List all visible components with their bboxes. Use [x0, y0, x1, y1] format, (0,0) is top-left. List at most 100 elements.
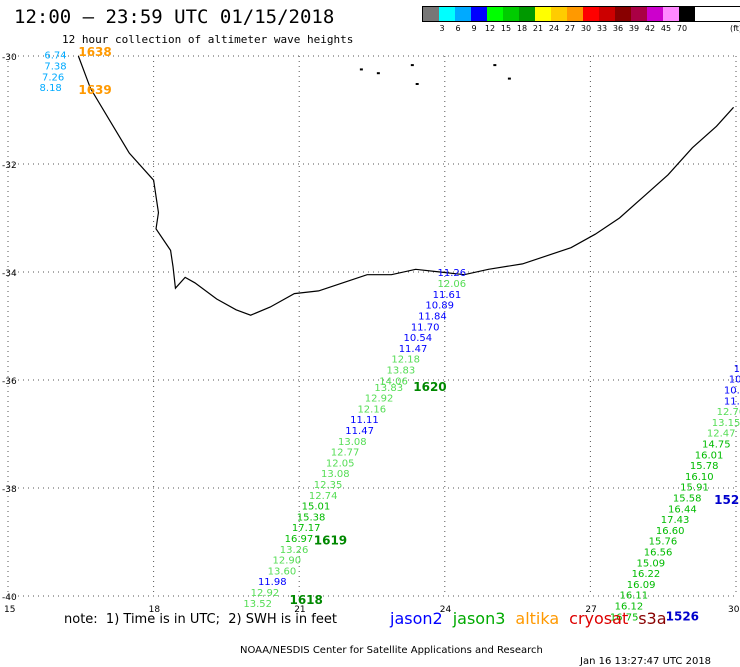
pass-time-label: 1638	[78, 45, 111, 59]
latitude-label: -36	[2, 377, 17, 387]
legend-label: 45	[660, 24, 672, 33]
wave-height-value: 16.44	[668, 504, 697, 515]
wave-height-value: 13.52	[243, 599, 272, 610]
legend-label: 30	[580, 24, 592, 33]
wave-height-value: 11.11	[350, 415, 379, 426]
wave-height-value: 10.	[734, 364, 740, 375]
wave-height-value: 12.05	[326, 458, 355, 469]
footer: NOAA/NESDIS Center for Satellite Applica…	[0, 634, 740, 667]
pass-time-labels: 1638 1639 1620 1619 1618 1527 1526	[78, 45, 740, 623]
wave-height-value: 13.15	[712, 418, 740, 429]
inland-water-mark	[493, 64, 497, 67]
wave-height-value: 12.06	[438, 279, 467, 290]
longitude-label: 30	[728, 605, 740, 615]
wave-height-value: 15.38	[297, 512, 326, 523]
credit-text: NOAA/NESDIS Center for Satellite Applica…	[240, 645, 543, 656]
latitude-label: -40	[2, 593, 17, 603]
wave-height-value: 12.18	[391, 355, 420, 366]
satellite-jason2-label: jason2	[390, 609, 443, 628]
wave-height-value: 15.01	[302, 502, 331, 513]
chart-subtitle: 12 hour collection of altimeter wave hei…	[62, 33, 354, 46]
legend-label: 6	[455, 24, 461, 33]
wave-height-value: 13.60	[268, 566, 297, 577]
wave-height-value: 15.09	[637, 558, 666, 569]
wave-height-value: 12.92	[251, 588, 280, 599]
legend-label: 18	[516, 24, 528, 33]
satellite-cryosat-label: cryosat	[569, 609, 629, 628]
pass-time-label: 1619	[314, 534, 347, 548]
wave-height-value: 13.26	[280, 545, 309, 556]
wave-height-value: 12.77	[331, 448, 360, 459]
legend-swatch	[551, 7, 567, 21]
pass-time-label: 1618	[289, 593, 322, 607]
wave-height-value: 16.22	[632, 569, 661, 580]
legend-swatch	[615, 7, 631, 21]
wave-height-value: 16.10	[685, 472, 714, 483]
wave-height-value: 15.91	[680, 483, 709, 494]
legend-label: 39	[628, 24, 640, 33]
inland-water-mark	[507, 77, 511, 80]
wave-height-value: 12.92	[365, 394, 394, 405]
legend-swatch	[487, 7, 503, 21]
wave-height-value: 16.11	[620, 591, 649, 602]
wave-height-value: 7.26	[42, 72, 64, 83]
wave-height-value: 12.90	[273, 556, 302, 567]
longitude-label: 15	[4, 605, 15, 615]
legend-swatch	[439, 7, 455, 21]
color-scale-unit: (ft)	[730, 24, 740, 33]
timestamp-text: Jan 16 13:27:47 UTC 2018	[580, 656, 712, 667]
longitude-label: 18	[149, 605, 161, 615]
chart-title: 12:00 – 23:59 UTC 01/15/2018	[14, 6, 335, 28]
wave-height-value: 13.83	[374, 383, 403, 394]
latitude-label: -38	[2, 485, 17, 495]
satellite-legend: jason2 jason3 altika cryosat s3a	[390, 609, 677, 628]
wave-height-value: 7.38	[44, 62, 66, 73]
legend-label: 24	[548, 24, 560, 33]
latitude-label: -34	[2, 269, 17, 279]
wave-height-value: 13.83	[387, 366, 416, 377]
satellite-altika-label: altika	[515, 609, 560, 628]
wave-height-value: 11.26	[438, 268, 467, 279]
legend-label: 36	[612, 24, 624, 33]
wave-height-value: 16.97	[285, 534, 314, 545]
pass-time-label: 1526	[666, 609, 699, 623]
wave-height-value: 10.89	[425, 301, 454, 312]
longitude-label: 21	[294, 605, 305, 615]
legend-swatch	[647, 7, 663, 21]
wave-height-value: 11.70	[411, 322, 440, 333]
legend-label: 70	[676, 24, 688, 33]
inland-water-mark	[359, 68, 363, 71]
legend-swatch	[663, 7, 679, 21]
coastline-path	[77, 55, 735, 316]
wave-height-map: 15 18 21 24 27 30 -30 -32 -34 -36 -38 -40 6.747.387…	[2, 45, 740, 624]
legend-label: 9	[471, 24, 477, 33]
legend-swatch	[535, 7, 551, 21]
wave-height-value: 12.70	[717, 407, 740, 418]
wave-height-value: 16.09	[627, 580, 656, 591]
wave-height-value: 11.84	[418, 312, 447, 323]
wave-observations: 6.747.387.268.18 11.2612.0611.6110.8911.8…	[40, 51, 740, 624]
latitude-label: -32	[2, 161, 17, 171]
legend-label: 27	[564, 24, 576, 33]
wave-height-value: 6.74	[44, 51, 66, 62]
legend-swatch	[599, 7, 615, 21]
legend-swatch	[423, 7, 439, 21]
satellite-s3a-label: s3a	[638, 609, 667, 628]
wave-height-value: 17.43	[661, 515, 690, 526]
wave-height-value: 13.08	[321, 469, 350, 480]
legend-swatch	[583, 7, 599, 21]
inland-water-mark	[376, 72, 380, 75]
legend-swatch	[567, 7, 583, 21]
legend-swatch	[679, 7, 695, 21]
wave-height-value: 14.75	[702, 440, 731, 451]
wave-height-value: 13.08	[338, 437, 367, 448]
wave-height-value: 16.75	[610, 612, 639, 623]
wave-height-value: 10.39	[724, 386, 740, 397]
lat-lon-grid	[7, 55, 737, 597]
wave-height-value: 14.06	[379, 376, 408, 387]
inland-water-mark	[410, 64, 414, 67]
color-scale-swatches	[422, 6, 740, 22]
legend-label: 3	[439, 24, 445, 33]
